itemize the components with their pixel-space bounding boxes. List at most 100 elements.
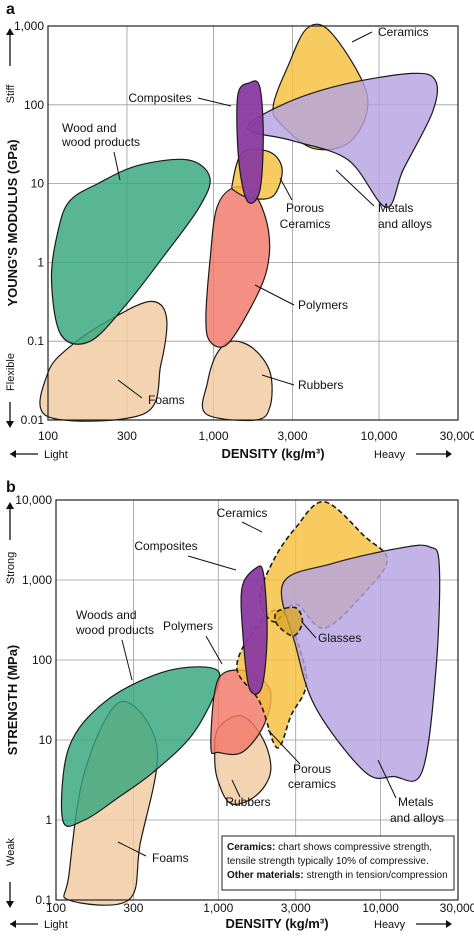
leader-line: [335, 169, 375, 207]
region-polymers: [205, 186, 271, 348]
x-tick-label: 3,000: [281, 901, 311, 915]
annotation-label: ceramics: [288, 777, 336, 791]
annotation-label: Composites: [128, 91, 191, 105]
region-glasses: [274, 606, 304, 637]
arrowhead-right-icon: [446, 450, 452, 458]
y-tick-label: 0.01: [21, 413, 45, 427]
annotation-label: and alloys: [378, 217, 432, 231]
y-tick-label: 1,000: [22, 573, 52, 587]
leader-line: [377, 759, 397, 799]
annotation-label: Foams: [148, 393, 185, 407]
leader-line: [205, 635, 223, 665]
annotation-label: Wood and: [62, 121, 117, 135]
x-direction-right-label: Heavy: [374, 449, 406, 461]
x-tick-label: 100: [46, 901, 66, 915]
y-direction-bottom-label: Flexible: [5, 353, 17, 391]
panel-b-strength-vs-density: 100 300 1,000 3,000 10,000 30,000 0.1 1 10 100 1,0…: [5, 479, 474, 931]
x-tick-label: 30,000: [440, 901, 474, 915]
y-tick-label: 1: [37, 255, 44, 269]
annotation-label: Metals: [378, 201, 413, 215]
panel-letter: a: [6, 1, 15, 18]
annotation-label: Ceramics: [378, 25, 429, 39]
leader-line: [231, 779, 241, 798]
leader-line: [301, 621, 317, 639]
note-line-1: Ceramics: chart shows compressive streng…: [227, 842, 432, 853]
annotation-label: Woods and: [76, 608, 137, 622]
annotation-label: Glasses: [318, 631, 361, 645]
x-tick-label: 30,000: [440, 429, 474, 443]
annotation-label: Porous: [293, 762, 331, 776]
region-metals-and-alloys: [280, 544, 441, 782]
y-tick-label: 100: [24, 98, 44, 112]
note-line-3: Other materials: strength in tension/com…: [227, 870, 448, 881]
leader-line: [279, 177, 293, 201]
y-tick-label: 0.1: [27, 334, 44, 348]
annotation-label: Rubbers: [298, 378, 343, 392]
y-tick-label: 0.1: [35, 893, 52, 907]
region-composites: [240, 565, 268, 695]
region-composites: [236, 80, 264, 204]
note-box: [221, 835, 455, 891]
annotation-label: and alloys: [390, 811, 444, 825]
y-direction-bottom-label: Weak: [5, 838, 17, 866]
arrowhead-left-icon: [10, 920, 16, 928]
annotation-label: Porous: [286, 201, 324, 215]
x-tick-label: 1,000: [203, 901, 233, 915]
region-wood-and-wood-products: [50, 158, 211, 345]
leader-line: [261, 374, 295, 386]
leader-line: [187, 555, 237, 571]
y-tick-label: 1: [45, 813, 52, 827]
y-direction-top-label: Strong: [5, 552, 17, 584]
x-tick-label: 10,000: [361, 429, 398, 443]
arrowhead-up-icon: [6, 28, 14, 35]
panel-letter: b: [6, 479, 16, 496]
note-line-2: tensile strength typically 10% of compre…: [227, 856, 429, 867]
x-tick-label: 300: [117, 429, 137, 443]
x-axis-label: DENSITY (kg/m³): [221, 446, 324, 461]
x-direction-right-label: Heavy: [374, 919, 406, 931]
annotation-label: Foams: [152, 851, 189, 865]
leader-line: [117, 379, 143, 399]
plot-frame: [55, 499, 459, 901]
x-direction-left-label: Light: [44, 919, 68, 931]
x-tick-label: 10,000: [362, 901, 399, 915]
annotation-label: Polymers: [298, 298, 348, 312]
y-axis-label: STRENGTH (MPa): [5, 645, 20, 756]
leader-line: [197, 97, 232, 107]
annotation-label: Metals: [398, 795, 433, 809]
leader-line: [121, 639, 133, 681]
x-tick-label: 100: [38, 429, 58, 443]
arrowhead-up-icon: [6, 502, 14, 509]
region-metals-and-alloys: [246, 72, 439, 208]
leader-line: [351, 31, 373, 43]
leader-line: [241, 521, 263, 533]
leader-line: [113, 151, 121, 181]
y-tick-label: 1,000: [14, 19, 44, 33]
annotation-label: Ceramics: [217, 506, 268, 520]
leader-line: [117, 841, 147, 857]
x-tick-label: 300: [123, 901, 143, 915]
arrowhead-down-icon: [6, 421, 14, 428]
annotation-label: wood products: [75, 623, 154, 637]
y-direction-top-label: Stiff: [5, 84, 17, 104]
arrowhead-right-icon: [446, 920, 452, 928]
y-tick-label: 10,000: [15, 493, 52, 507]
y-tick-label: 10: [31, 177, 45, 191]
annotation-label: wood products: [61, 135, 140, 149]
annotation-label: Ceramics: [280, 217, 331, 231]
y-tick-label: 10: [39, 733, 53, 747]
leader-line: [267, 729, 301, 765]
panel-a-modulus-vs-density: 100 300 1,000 3,000 10,000 30,000 0.01 0.1 1 10 10…: [5, 1, 474, 461]
arrowhead-left-icon: [10, 450, 16, 458]
x-axis-label: DENSITY (kg/m³): [225, 916, 328, 931]
x-tick-label: 1,000: [198, 429, 228, 443]
y-tick-label: 100: [32, 653, 52, 667]
annotation-label: Composites: [134, 539, 197, 553]
leader-line: [254, 284, 295, 306]
x-direction-left-label: Light: [44, 449, 68, 461]
annotation-label: Rubbers: [225, 795, 270, 809]
x-tick-label: 3,000: [277, 429, 307, 443]
annotation-label: Polymers: [163, 619, 213, 633]
plot-frame: [47, 25, 459, 421]
